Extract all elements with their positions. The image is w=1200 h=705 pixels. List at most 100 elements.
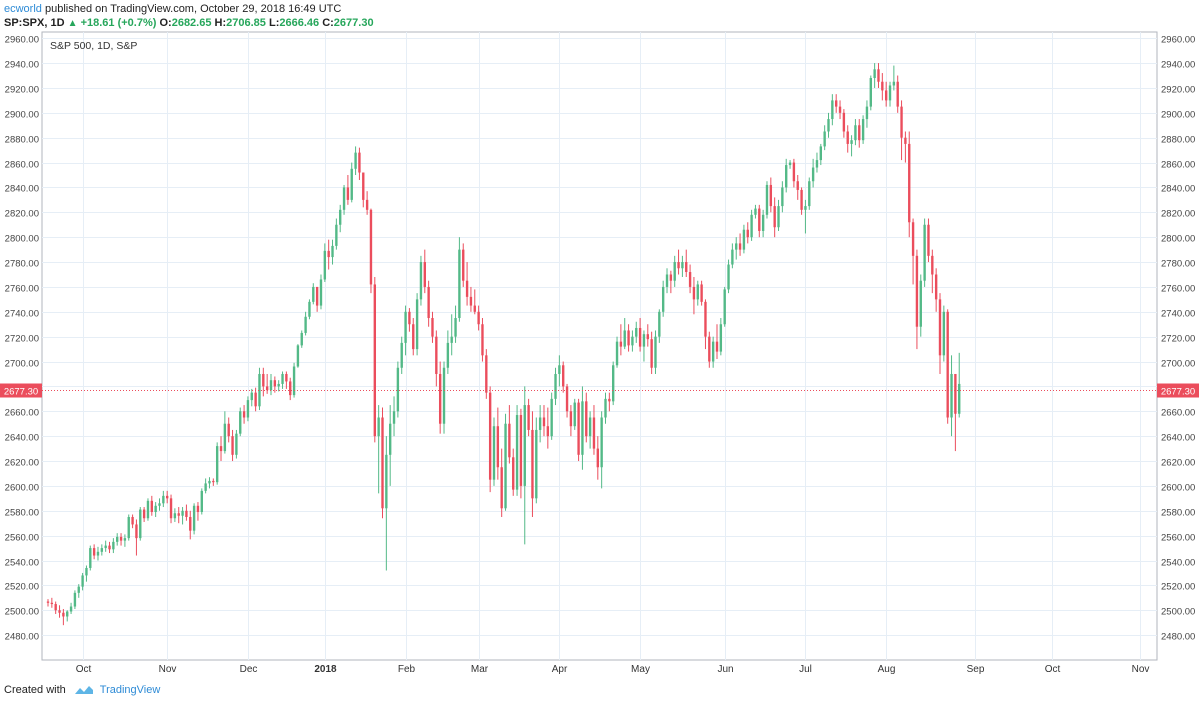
candle-body[interactable] xyxy=(908,143,911,223)
candle-body[interactable] xyxy=(485,355,488,393)
candle-body[interactable] xyxy=(285,373,288,382)
plot-area[interactable] xyxy=(41,31,1158,661)
candle-body[interactable] xyxy=(796,181,799,190)
candle-body[interactable] xyxy=(727,264,730,290)
candle-body[interactable] xyxy=(492,426,496,480)
candle-body[interactable] xyxy=(769,184,773,207)
candle-body[interactable] xyxy=(381,417,384,509)
candle-body[interactable] xyxy=(312,286,315,302)
candle-body[interactable] xyxy=(58,610,61,613)
candle-body[interactable] xyxy=(811,167,815,182)
candle-body[interactable] xyxy=(592,417,596,449)
candle-body[interactable] xyxy=(569,411,573,427)
candle-body[interactable] xyxy=(942,311,946,356)
candle-body[interactable] xyxy=(504,423,507,509)
candle-body[interactable] xyxy=(196,505,200,513)
candle-body[interactable] xyxy=(427,286,430,319)
candle-body[interactable] xyxy=(208,480,211,484)
candle-body[interactable] xyxy=(458,249,461,319)
candle-body[interactable] xyxy=(881,81,884,91)
candle-body[interactable] xyxy=(96,551,100,556)
candle-body[interactable] xyxy=(354,152,357,169)
candle-body[interactable] xyxy=(535,429,538,499)
candle-body[interactable] xyxy=(69,606,73,612)
candle-body[interactable] xyxy=(877,69,880,82)
candle-body[interactable] xyxy=(562,365,565,387)
candle-body[interactable] xyxy=(308,301,311,317)
candle-body[interactable] xyxy=(838,106,842,113)
candle-body[interactable] xyxy=(773,206,776,228)
candle-body[interactable] xyxy=(454,318,457,337)
candle-body[interactable] xyxy=(884,90,888,101)
candle-body[interactable] xyxy=(362,172,365,200)
candle-body[interactable] xyxy=(708,336,711,362)
candle-body[interactable] xyxy=(642,334,646,347)
candle-body[interactable] xyxy=(369,209,373,285)
candle-body[interactable] xyxy=(89,548,92,568)
candle-body[interactable] xyxy=(258,373,261,407)
candle-body[interactable] xyxy=(146,500,150,519)
candle-body[interactable] xyxy=(465,280,469,297)
candle-body[interactable] xyxy=(896,81,899,107)
candle-body[interactable] xyxy=(254,392,257,407)
candle-body[interactable] xyxy=(600,417,603,468)
candle-body[interactable] xyxy=(442,367,446,424)
candle-body[interactable] xyxy=(346,187,350,200)
candle-body[interactable] xyxy=(512,457,515,490)
candle-body[interactable] xyxy=(173,513,177,519)
candle-body[interactable] xyxy=(365,199,369,210)
candle-body[interactable] xyxy=(754,208,757,215)
candle-body[interactable] xyxy=(834,100,838,107)
candle-body[interactable] xyxy=(685,262,688,273)
candle-body[interactable] xyxy=(139,509,142,539)
candle-body[interactable] xyxy=(715,341,719,352)
candle-body[interactable] xyxy=(546,426,550,437)
candle-body[interactable] xyxy=(92,548,96,556)
candle-body[interactable] xyxy=(373,284,377,437)
candle-body[interactable] xyxy=(700,284,703,302)
candle-body[interactable] xyxy=(946,311,949,418)
candle-body[interactable] xyxy=(119,536,123,541)
candle-body[interactable] xyxy=(638,327,642,347)
candle-body[interactable] xyxy=(327,250,330,258)
candle-body[interactable] xyxy=(692,286,696,300)
candle-body[interactable] xyxy=(127,516,130,539)
candle-body[interactable] xyxy=(142,509,146,519)
candle-body[interactable] xyxy=(565,386,569,412)
candle-body[interactable] xyxy=(116,536,119,542)
candle-body[interactable] xyxy=(542,417,546,427)
candle-body[interactable] xyxy=(619,341,623,347)
candle-body[interactable] xyxy=(646,334,649,340)
candle-body[interactable] xyxy=(819,146,823,161)
candle-body[interactable] xyxy=(831,100,834,120)
candle-body[interactable] xyxy=(204,483,207,491)
candle-body[interactable] xyxy=(588,417,592,437)
candle-body[interactable] xyxy=(781,187,784,207)
candle-body[interactable] xyxy=(604,398,607,418)
candle-body[interactable] xyxy=(888,85,892,101)
candle-body[interactable] xyxy=(658,311,661,337)
candle-body[interactable] xyxy=(385,454,388,509)
candle-body[interactable] xyxy=(719,324,723,352)
candle-body[interactable] xyxy=(239,411,242,434)
candle-body[interactable] xyxy=(735,243,738,250)
candle-body[interactable] xyxy=(177,513,180,516)
candle-body[interactable] xyxy=(631,336,634,346)
candle-body[interactable] xyxy=(550,398,553,437)
candle-body[interactable] xyxy=(150,500,154,513)
candle-body[interactable] xyxy=(400,342,403,368)
candle-body[interactable] xyxy=(388,423,392,455)
candle-body[interactable] xyxy=(269,380,273,391)
candle-body[interactable] xyxy=(123,538,127,541)
candle-body[interactable] xyxy=(315,286,319,306)
candle-body[interactable] xyxy=(189,516,192,531)
candle-body[interactable] xyxy=(223,423,227,452)
candle-body[interactable] xyxy=(265,386,269,391)
candle-body[interactable] xyxy=(242,411,246,418)
candle-body[interactable] xyxy=(654,336,657,368)
candle-body[interactable] xyxy=(200,490,203,513)
candle-body[interactable] xyxy=(958,383,961,414)
candle-body[interactable] xyxy=(900,106,903,138)
candle-body[interactable] xyxy=(581,401,584,455)
candle-body[interactable] xyxy=(289,381,292,396)
